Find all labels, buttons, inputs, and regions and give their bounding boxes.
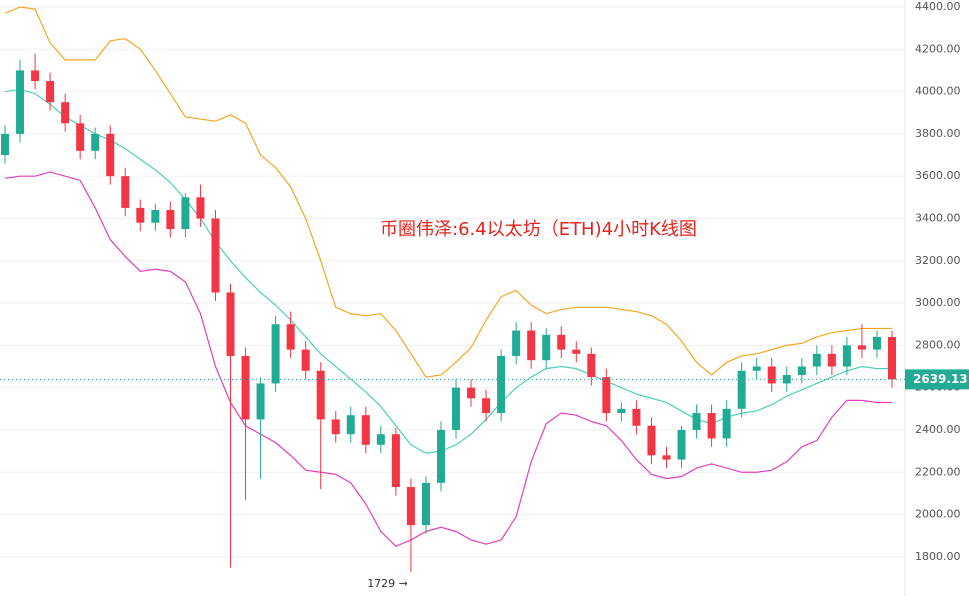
candle-body [106, 133, 115, 177]
candle-body [662, 455, 671, 460]
y-tick-label: 3800.00 [915, 127, 961, 140]
y-tick-label: 1800.00 [915, 550, 961, 563]
last-price-label: 2639.13 [913, 372, 968, 386]
candle-body [76, 123, 85, 151]
candle-body [121, 176, 130, 208]
candle-body [286, 324, 295, 350]
band-line [4, 88, 892, 454]
candle-body [572, 349, 581, 354]
candle-body [527, 330, 536, 361]
candle-body [737, 370, 746, 409]
candle-body [617, 408, 626, 414]
candle-body [181, 197, 190, 230]
candle-body [46, 81, 55, 103]
candle-body [346, 415, 355, 435]
candle-body [797, 366, 806, 375]
candle-body [482, 398, 491, 414]
chart-title: 币圈伟泽:6.4以太坊（ETH)4小时K线图 [380, 219, 697, 240]
candle-body [331, 419, 340, 435]
candle-body [632, 408, 641, 426]
candle-body [752, 366, 761, 371]
candle-body [872, 336, 881, 350]
candle-body [196, 197, 205, 219]
candle-body [707, 413, 716, 439]
candle-body [61, 102, 70, 124]
y-tick-label: 4400.00 [915, 0, 961, 13]
candle-body [497, 355, 506, 414]
candle-body [91, 133, 100, 151]
candle-body [602, 377, 611, 414]
y-tick-label: 4000.00 [915, 85, 961, 98]
candle-body [647, 425, 656, 456]
candle-body [888, 336, 896, 380]
candle-body [136, 207, 145, 223]
candle-body [241, 355, 250, 420]
candle-body [151, 210, 160, 223]
candle-body [692, 413, 701, 430]
y-tick-label: 2400.00 [915, 423, 961, 436]
candle-body [827, 353, 836, 367]
candle-body [452, 387, 461, 430]
y-tick-label: 2200.00 [915, 465, 961, 478]
candle-body [857, 345, 866, 350]
band-line [4, 171, 892, 548]
y-tick-label: 3200.00 [915, 254, 961, 267]
candle-body [16, 70, 25, 134]
candle-body [391, 434, 400, 488]
candle-body [677, 429, 686, 460]
candle-body [166, 210, 175, 230]
y-tick-label: 2000.00 [915, 508, 961, 521]
low-annotation: 1729 → [367, 577, 408, 590]
candle-body [1, 133, 9, 156]
candle-body [842, 345, 851, 367]
candle-body [542, 334, 551, 361]
candle-body [226, 292, 235, 356]
candle-body [421, 482, 430, 526]
candle-body [376, 434, 385, 445]
candle-body [31, 70, 40, 82]
candle-body [467, 387, 476, 399]
candle-body [587, 353, 596, 378]
y-tick-label: 3400.00 [915, 211, 961, 224]
candle-body [722, 408, 731, 439]
candle-body [812, 353, 821, 367]
band-line [4, 6, 892, 378]
candle-body [316, 370, 325, 420]
y-tick-label: 3000.00 [915, 296, 961, 309]
candle-body [361, 415, 370, 445]
candle-body [211, 218, 220, 293]
last-price-box [905, 369, 969, 390]
candle-body [301, 349, 310, 371]
candle-body [557, 334, 566, 350]
y-tick-label: 4200.00 [915, 42, 961, 55]
candle-body [406, 487, 415, 526]
y-tick-label: 3600.00 [915, 169, 961, 182]
candle-body [436, 429, 445, 483]
candle-body [512, 330, 521, 356]
candle-body [256, 383, 265, 420]
candle-body [767, 366, 776, 384]
candle-body [782, 374, 791, 384]
candle-body [271, 324, 280, 384]
y-tick-label: 2800.00 [915, 338, 961, 351]
